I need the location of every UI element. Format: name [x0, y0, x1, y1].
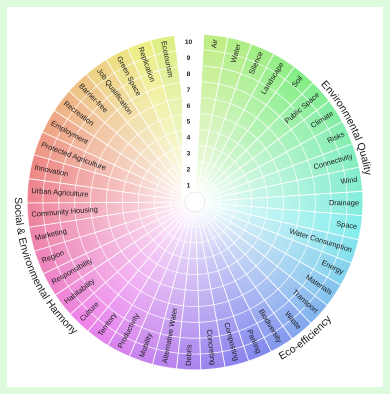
sector-protected-agriculture — [33, 131, 196, 202]
category-label-concreting: Concreting — [205, 329, 218, 366]
sector-soil — [195, 66, 314, 203]
sector-transport — [195, 202, 328, 324]
scale-label: 10 — [185, 39, 193, 46]
sector-divider — [194, 201, 272, 352]
category-label-wind: Wind — [340, 175, 358, 186]
category-label-drainage: Drainage — [329, 198, 359, 207]
sector-replication — [127, 39, 195, 203]
sector-region — [34, 202, 195, 274]
sector-public-space — [195, 82, 330, 202]
sector-divider — [194, 121, 343, 203]
sector-divider — [194, 201, 363, 217]
sector-divider — [28, 178, 196, 203]
scale-label: 5 — [187, 119, 191, 126]
diagram-frame: 1 2 3 4 5 6 7 8 9 10 Air Water Silence Landscape Soil… — [7, 7, 383, 387]
sector-drainage — [195, 191, 363, 216]
sector-divider — [152, 201, 196, 365]
sector-divider — [194, 201, 250, 362]
sector-divider — [194, 37, 229, 203]
sector-divider — [194, 201, 312, 324]
category-label-urban-agriculture: Urban Agriculture — [31, 186, 89, 199]
sector-climate — [195, 100, 343, 202]
sector-waste — [195, 202, 311, 340]
sector-job-qualification — [86, 59, 195, 202]
sector-divider — [194, 100, 330, 203]
sector-divider — [85, 73, 196, 203]
sector-recreation — [54, 91, 195, 202]
sector-connectivity — [195, 143, 360, 202]
sector-employment — [42, 110, 196, 202]
sector-habitability — [55, 202, 195, 315]
scale-label: 4 — [187, 135, 191, 142]
sector-divider — [105, 59, 196, 203]
sector-divider — [128, 201, 196, 357]
sector-divider — [194, 66, 295, 203]
sector-water-consumption — [195, 202, 359, 264]
sector-divider — [194, 201, 342, 286]
sector-composting — [195, 202, 249, 368]
sector-divider — [42, 131, 196, 203]
sector-mobility — [129, 202, 195, 365]
sector-barrier-free — [68, 73, 195, 202]
sector-water — [195, 37, 252, 203]
sector-divider — [194, 166, 360, 203]
sector-divider — [194, 43, 252, 203]
sector-divider — [194, 201, 293, 340]
scale-label: 1 — [187, 182, 191, 189]
sector-divider — [194, 201, 359, 241]
scale-label: 7 — [187, 87, 191, 94]
sector-divider — [68, 90, 196, 203]
sector-debris — [176, 202, 201, 370]
scale-label: 9 — [187, 55, 191, 62]
sector-divider — [53, 110, 196, 203]
sector-divider — [33, 154, 196, 203]
scale-label: 2 — [187, 166, 191, 173]
category-label-debris: Debris — [184, 344, 194, 366]
sector-divider — [69, 201, 196, 315]
sector-landscape — [195, 53, 295, 203]
sector-divider — [42, 201, 196, 275]
sector-divider — [176, 201, 196, 370]
sector-biodiversity — [195, 202, 293, 352]
sector-culture — [70, 202, 195, 332]
sector-divider — [194, 201, 328, 306]
sector-divider — [194, 201, 202, 370]
sector-divider — [194, 82, 314, 203]
sector-divider — [194, 143, 353, 203]
scale-label: 3 — [187, 150, 191, 157]
center-hub — [184, 191, 206, 213]
sector-divider — [34, 201, 196, 252]
sector-divider — [54, 201, 196, 296]
sector-territory — [87, 202, 195, 346]
sector-divider — [194, 190, 363, 203]
sector-materials — [195, 202, 341, 306]
scale-label: 8 — [187, 71, 191, 78]
scale-strip — [182, 32, 195, 200]
sector-divider — [194, 53, 275, 203]
category-label-air: Air — [209, 38, 219, 49]
scale-labels: 1 2 3 4 5 6 7 8 9 10 — [185, 39, 193, 189]
scale-label: 6 — [187, 103, 191, 110]
sector-dividers — [27, 34, 363, 370]
sector-divider — [194, 34, 205, 203]
sector-divider — [107, 201, 196, 346]
sector-divider — [27, 201, 196, 204]
sector-divider — [28, 201, 196, 228]
category-label-space: Space — [336, 219, 358, 231]
sector-responsibility — [43, 202, 195, 296]
sector-divider — [194, 201, 226, 368]
sector-divider — [87, 201, 196, 332]
sector-divider — [194, 201, 352, 264]
